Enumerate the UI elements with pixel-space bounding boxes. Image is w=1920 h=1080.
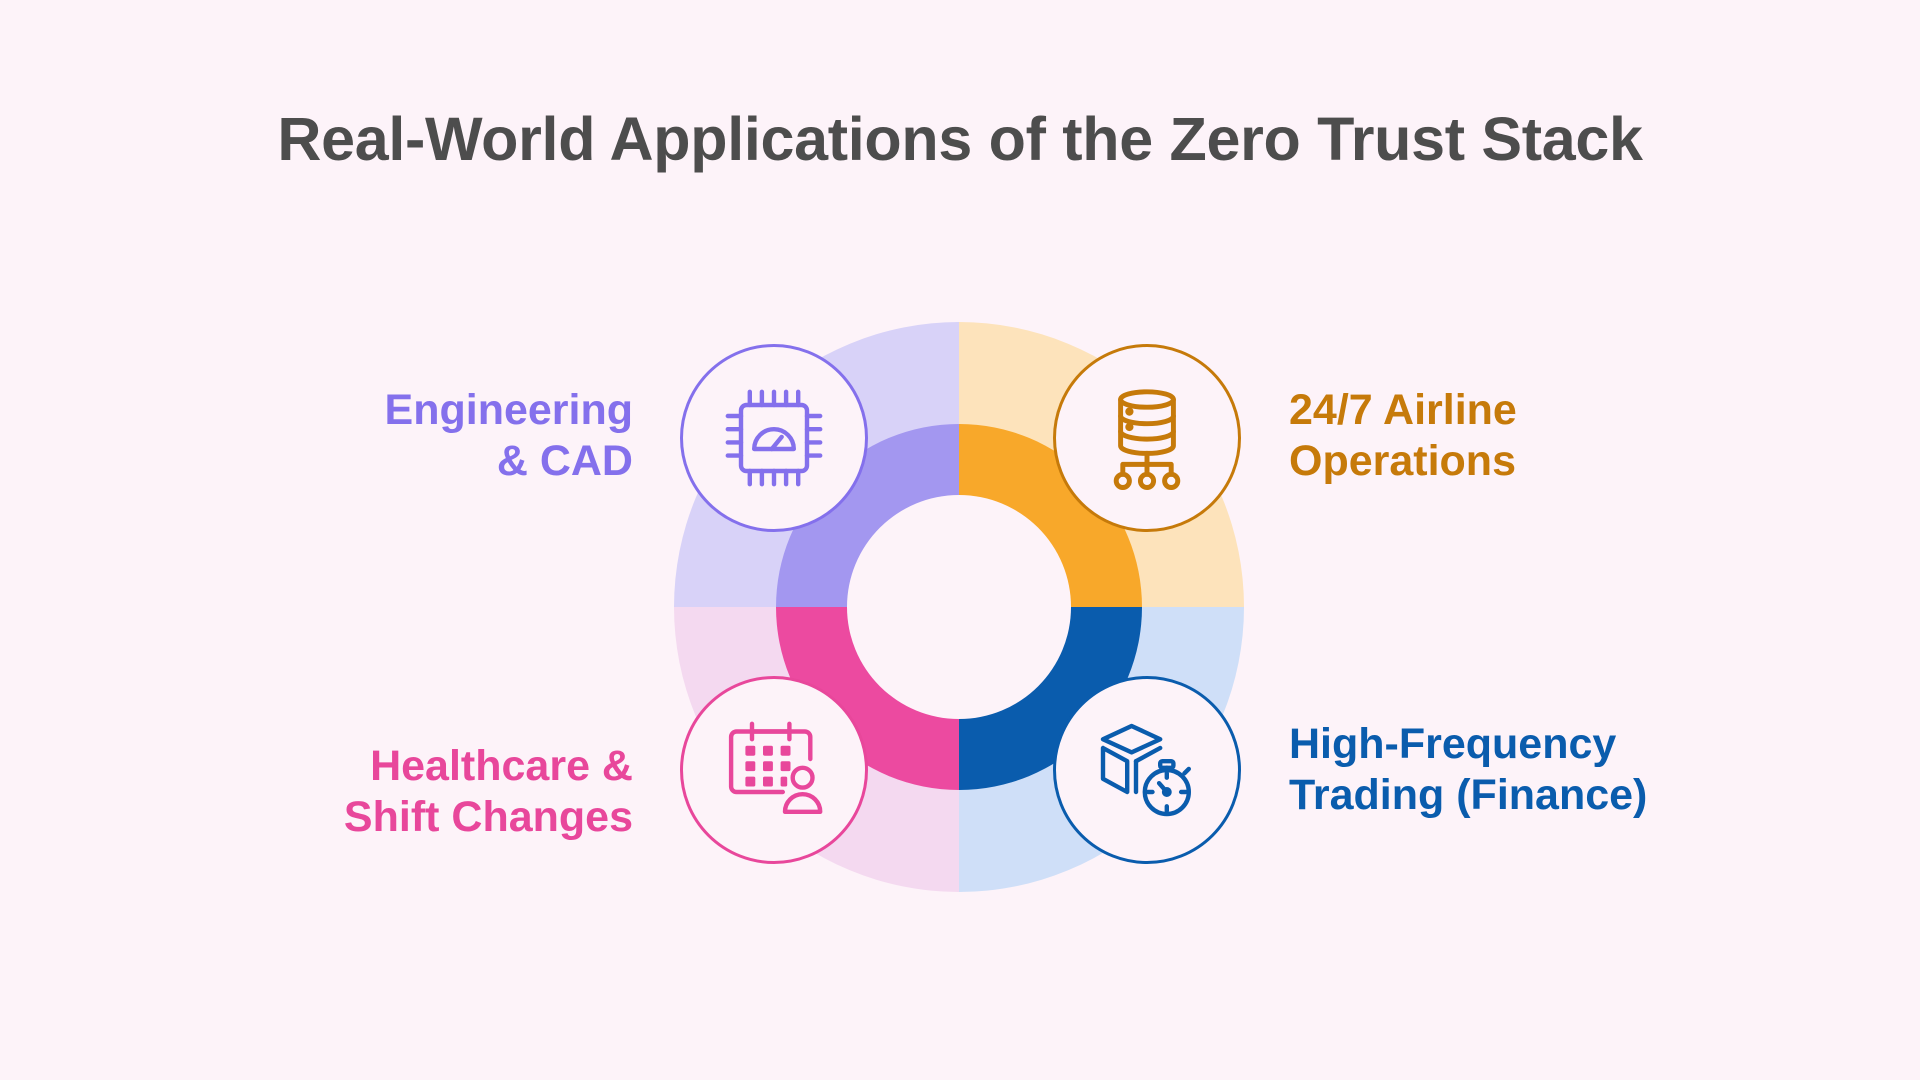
label-engineering-line-1: Engineering: [384, 386, 633, 434]
calendar-user-icon: [728, 721, 823, 814]
label-finance: High-Frequency Trading (Finance): [1289, 719, 1647, 821]
label-engineering-line-2: & CAD: [496, 437, 633, 485]
label-airline: 24/7 Airline Operations: [1289, 385, 1517, 487]
page-title: Real-World Applications of the Zero Trus…: [277, 105, 1643, 173]
label-finance-line-2: Trading (Finance): [1289, 771, 1648, 819]
label-engineering: Engineering & CAD: [385, 385, 633, 487]
label-healthcare-line-1: Healthcare &: [370, 742, 633, 790]
box-stopwatch-icon: [1100, 723, 1191, 817]
label-finance-line-1: High-Frequency: [1289, 720, 1617, 768]
label-healthcare-line-2: Shift Changes: [343, 793, 633, 841]
label-healthcare: Healthcare & Shift Changes: [344, 741, 633, 843]
icon-circle-airline: [1053, 344, 1241, 532]
label-airline-line-2: Operations: [1289, 437, 1516, 485]
icon-circle-engineering: [680, 344, 868, 532]
database-network-icon: [1113, 389, 1181, 490]
cpu-gauge-icon: [725, 389, 823, 487]
label-airline-line-1: 24/7 Airline: [1289, 386, 1517, 434]
icon-circle-healthcare: [680, 676, 868, 864]
ring-center-hole: [847, 495, 1071, 719]
icon-circle-finance: [1053, 676, 1241, 864]
